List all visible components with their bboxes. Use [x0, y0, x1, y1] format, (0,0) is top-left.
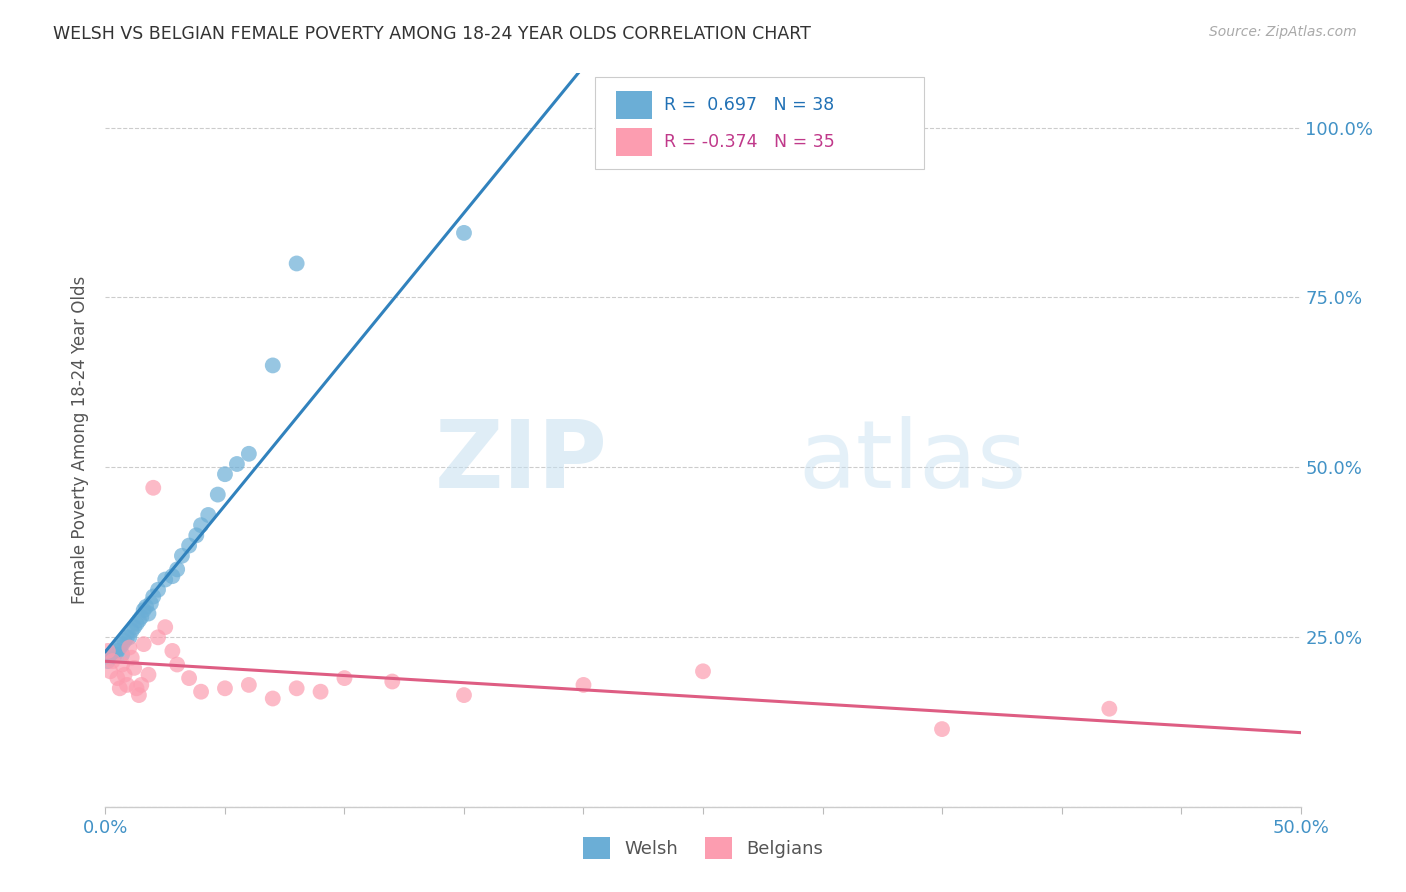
- Point: [692, 665, 714, 679]
- Point: [262, 691, 284, 706]
- Bar: [616, 128, 651, 156]
- Point: [453, 688, 475, 702]
- Point: [238, 447, 260, 461]
- FancyBboxPatch shape: [596, 77, 924, 169]
- Point: [108, 640, 131, 655]
- Point: [122, 620, 145, 634]
- Point: [142, 590, 165, 604]
- Point: [177, 539, 201, 553]
- Point: [162, 569, 184, 583]
- Point: [118, 640, 141, 655]
- Point: [107, 644, 129, 658]
- Point: [931, 722, 953, 736]
- Text: WELSH VS BELGIAN FEMALE POVERTY AMONG 18-24 YEAR OLDS CORRELATION CHART: WELSH VS BELGIAN FEMALE POVERTY AMONG 18…: [53, 25, 811, 43]
- Text: R = -0.374   N = 35: R = -0.374 N = 35: [664, 133, 834, 151]
- Point: [114, 633, 136, 648]
- Text: Source: ZipAtlas.com: Source: ZipAtlas.com: [1209, 25, 1357, 39]
- Point: [146, 630, 169, 644]
- Point: [114, 667, 136, 681]
- Point: [98, 665, 121, 679]
- Point: [142, 481, 165, 495]
- Point: [285, 681, 308, 696]
- Point: [98, 650, 121, 665]
- Point: [146, 582, 169, 597]
- Point: [139, 596, 162, 610]
- Point: [162, 644, 184, 658]
- Point: [572, 678, 595, 692]
- Point: [262, 359, 284, 373]
- Point: [118, 630, 141, 644]
- Point: [285, 256, 308, 270]
- Point: [97, 644, 120, 658]
- Text: atlas: atlas: [799, 417, 1026, 508]
- Point: [129, 678, 153, 692]
- Point: [153, 620, 177, 634]
- Point: [177, 671, 201, 685]
- Point: [101, 654, 124, 668]
- Point: [104, 648, 127, 662]
- Legend: Welsh, Belgians: Welsh, Belgians: [574, 828, 832, 868]
- Point: [108, 681, 131, 696]
- Point: [453, 226, 475, 240]
- Point: [309, 684, 332, 698]
- Point: [107, 671, 129, 685]
- Point: [190, 684, 212, 698]
- Point: [197, 508, 219, 522]
- Point: [111, 637, 134, 651]
- Point: [97, 654, 120, 668]
- Point: [214, 467, 236, 482]
- Point: [125, 616, 148, 631]
- Point: [153, 573, 177, 587]
- Point: [101, 648, 124, 662]
- Point: [122, 661, 145, 675]
- Point: [170, 549, 193, 563]
- Point: [115, 630, 138, 644]
- Y-axis label: Female Poverty Among 18-24 Year Olds: Female Poverty Among 18-24 Year Olds: [72, 277, 90, 604]
- Point: [214, 681, 236, 696]
- Point: [138, 667, 160, 681]
- Text: R =  0.697   N = 38: R = 0.697 N = 38: [664, 96, 834, 114]
- Point: [129, 610, 153, 624]
- Point: [125, 681, 148, 696]
- Point: [121, 624, 143, 638]
- Point: [238, 678, 260, 692]
- Text: ZIP: ZIP: [434, 417, 607, 508]
- Point: [1098, 702, 1121, 716]
- Point: [186, 528, 208, 542]
- Bar: [616, 92, 651, 120]
- Point: [190, 518, 212, 533]
- Point: [132, 603, 155, 617]
- Point: [128, 613, 150, 627]
- Point: [128, 688, 150, 702]
- Point: [135, 599, 157, 614]
- Point: [111, 648, 134, 662]
- Point: [121, 650, 143, 665]
- Point: [333, 671, 356, 685]
- Point: [111, 657, 134, 672]
- Point: [225, 457, 249, 471]
- Point: [166, 562, 188, 576]
- Point: [207, 487, 229, 501]
- Point: [596, 120, 619, 135]
- Point: [381, 674, 404, 689]
- Point: [132, 637, 155, 651]
- Point: [166, 657, 188, 672]
- Point: [115, 678, 138, 692]
- Point: [138, 607, 160, 621]
